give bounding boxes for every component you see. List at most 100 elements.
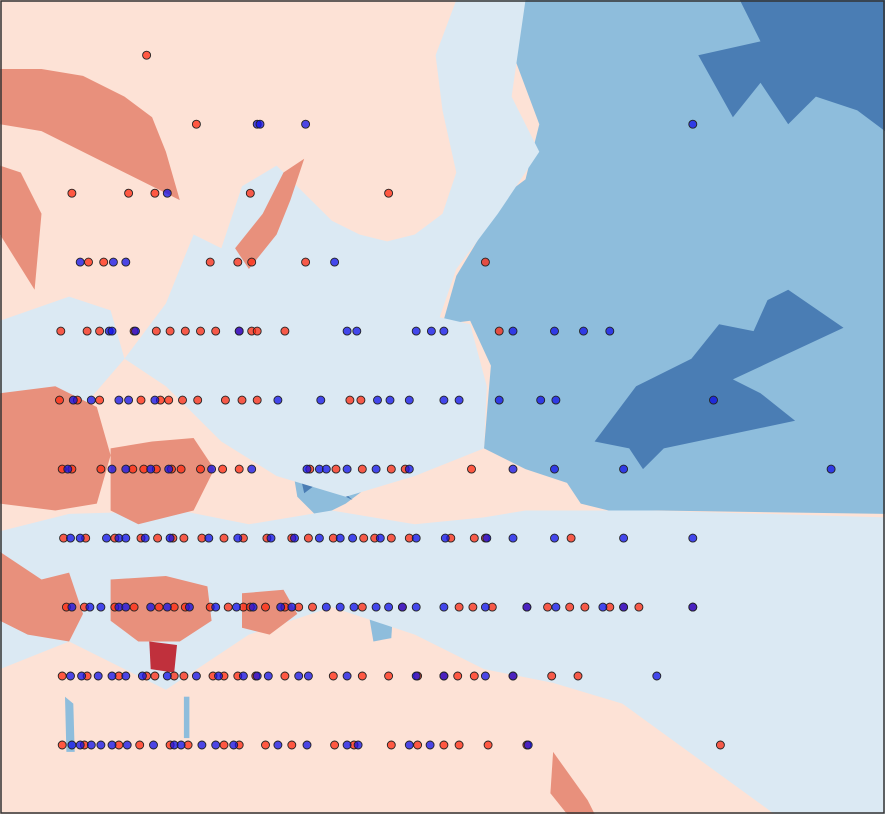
point-class-b-79 [96,602,106,612]
point-class-b-141 [425,740,435,750]
point-class-b-132 [176,740,186,750]
point-class-b-61 [165,533,175,543]
point-class-b-7 [162,188,172,198]
point-class-b-33 [454,395,464,405]
point-class-a-25 [252,326,262,336]
point-class-b-89 [287,602,297,612]
point-class-b-115 [263,671,273,681]
point-class-a-50 [218,464,228,474]
point-class-b-90 [321,602,331,612]
point-class-a-148 [715,740,725,750]
point-class-a-120 [328,671,338,681]
point-class-b-92 [349,602,359,612]
point-class-b-94 [384,602,394,612]
point-class-b-18 [508,326,518,336]
region-region-b-strong-1 [698,0,885,132]
point-class-b-19 [550,326,559,336]
point-class-b-93 [371,602,381,612]
point-class-a-13 [480,257,490,267]
point-class-b-35 [536,395,546,405]
point-class-b-110 [162,671,172,681]
point-class-a-22 [211,326,221,336]
point-class-b-76 [688,533,698,543]
point-class-b-2 [301,119,311,129]
point-class-b-24 [114,395,124,405]
point-class-a-126 [469,671,479,681]
point-class-b-40 [121,464,131,474]
point-class-b-70 [411,533,421,543]
point-class-b-75 [619,533,629,543]
point-class-b-68 [348,533,358,543]
point-class-b-14 [352,326,362,336]
point-class-b-32 [439,395,449,405]
region-region-b-light-6 [0,510,885,814]
point-class-a-139 [287,740,297,750]
point-class-b-3 [688,119,698,129]
point-class-b-23 [86,395,96,405]
point-class-b-104 [66,671,75,681]
point-class-a-66 [219,533,229,543]
point-class-b-21 [605,326,615,336]
point-class-a-0 [142,50,152,60]
point-class-b-11 [131,326,140,336]
point-class-a-72 [359,533,369,543]
point-class-b-125 [75,740,85,750]
point-class-a-112 [150,671,160,681]
point-class-a-133 [135,740,145,750]
point-class-a-43 [96,464,106,474]
point-class-a-12 [301,257,311,267]
region-region-b-light-7 [124,0,540,497]
point-class-b-127 [96,740,106,750]
point-class-a-55 [386,464,396,474]
point-class-b-22 [68,395,78,405]
point-class-b-62 [204,533,214,543]
point-class-a-140 [330,740,340,750]
point-class-b-64 [266,533,276,543]
point-class-a-16 [95,326,105,336]
point-class-b-133 [197,740,207,750]
point-class-b-134 [211,740,221,750]
point-class-a-48 [176,464,186,474]
point-class-a-106 [634,602,644,612]
point-class-a-136 [219,740,229,750]
point-class-b-71 [440,533,450,543]
point-class-b-43 [207,464,217,474]
point-class-a-57 [467,464,476,474]
point-class-b-130 [149,740,158,750]
point-class-b-34 [494,395,504,405]
point-class-b-122 [508,671,518,681]
point-class-b-8 [330,257,340,267]
point-class-b-117 [303,671,313,681]
point-class-a-5 [245,188,255,198]
point-class-a-35 [193,395,203,405]
point-class-a-40 [356,395,366,405]
point-class-a-102 [565,602,575,612]
point-class-a-7 [84,257,93,267]
point-class-b-31 [404,395,414,405]
point-class-b-12 [234,326,244,336]
point-class-b-13 [342,326,352,336]
point-class-a-103 [580,602,590,612]
point-class-b-107 [107,671,117,681]
region-region-a-mid-13 [110,438,215,525]
point-class-b-142 [523,740,533,750]
point-class-b-38 [63,464,73,474]
point-class-b-126 [86,740,96,750]
point-class-a-95 [357,602,367,612]
point-class-a-4 [150,188,160,198]
region-region-a-mid-14 [0,551,83,642]
point-class-b-84 [184,602,194,612]
point-class-b-81 [121,602,131,612]
point-class-a-28 [55,395,64,405]
point-class-b-25 [124,395,134,405]
region-region-a-mid-16 [242,589,298,635]
point-class-b-66 [314,533,324,543]
region-region-b-mid-20 [183,696,190,739]
point-class-a-30 [95,395,105,405]
point-class-b-51 [508,464,518,474]
point-class-b-106 [93,671,103,681]
point-class-a-31 [136,395,146,405]
point-class-a-143 [413,740,423,750]
point-class-a-51 [234,464,244,474]
